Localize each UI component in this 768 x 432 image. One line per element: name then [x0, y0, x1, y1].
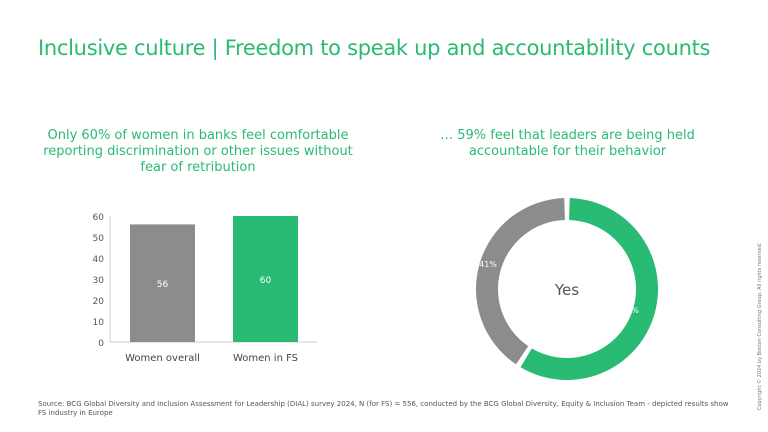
- bar: [130, 224, 195, 342]
- donut-slice-label: 41%: [479, 260, 497, 269]
- y-tick-label: 40: [93, 255, 105, 265]
- right-subtitle: … 59% feel that leaders are being held a…: [440, 128, 695, 159]
- y-tick-label: 50: [93, 234, 105, 244]
- source-note: Source: BCG Global Diversity and Inclusi…: [38, 400, 729, 417]
- left-subtitle: Only 60% of women in banks feel comforta…: [43, 128, 353, 175]
- donut-slice: [520, 198, 658, 380]
- donut-slice: [475, 198, 565, 365]
- y-tick-label: 10: [93, 318, 105, 328]
- x-tick-label: Women overall: [125, 353, 200, 364]
- page-title: Inclusive culture | Freedom to speak up …: [38, 36, 711, 60]
- bar: [233, 216, 298, 342]
- x-tick-label: Women in FS: [233, 353, 298, 364]
- bar-data-label: 56: [157, 280, 169, 290]
- y-tick-label: 20: [93, 297, 105, 307]
- y-tick-label: 60: [93, 213, 105, 223]
- copyright: Copyright © 2024 by Boston Consulting Gr…: [757, 242, 763, 410]
- y-tick-label: 30: [93, 276, 105, 286]
- donut-center-label: Yes: [554, 281, 579, 299]
- donut-slice-label: 59%: [621, 306, 639, 315]
- bar-data-label: 60: [260, 276, 272, 286]
- y-tick-label: 0: [98, 339, 104, 349]
